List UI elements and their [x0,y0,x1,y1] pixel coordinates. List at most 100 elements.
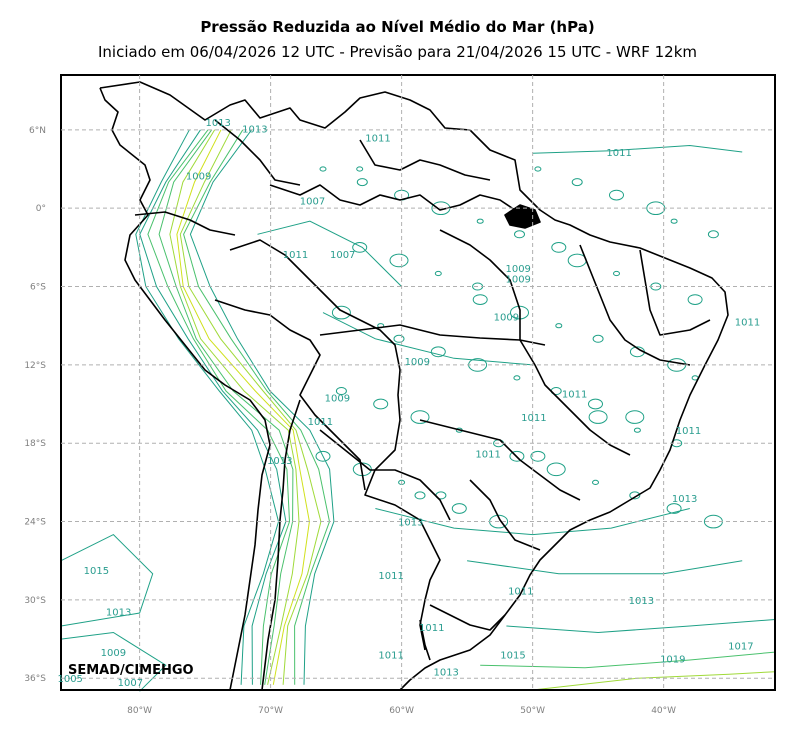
border-guianas [359,139,491,181]
credit-label: SEMAD/CIMEHGO [68,663,194,678]
border-ecuador-colombia [134,211,236,236]
lat-tick-label: 24°S [24,518,46,528]
isobar-cell [451,503,467,514]
lon-tick-label: 70°W [258,706,283,716]
isobar-cell [373,398,389,410]
isobar-cell [666,503,682,514]
lon-tick-label: 40°W [651,706,676,716]
border-brazil-states-5 [639,249,711,336]
isobar-line [60,533,154,627]
isobar-cell [513,375,521,381]
isobar-cell [687,294,703,306]
contour-label: 1009 [325,393,350,404]
contour-label: 1011 [365,134,390,145]
isobar-cell [592,334,604,343]
coastline-and-borders [99,81,729,691]
isobar-cell [571,178,583,187]
isobar-cell [319,166,327,172]
isobar-cell [514,230,525,239]
isobar-cell [509,450,525,462]
contour-label: 1013 [242,125,267,136]
border-brazil-states-3 [519,339,631,456]
graticule [61,75,775,690]
isobar-contours [60,129,776,692]
isobar-line [532,671,776,691]
isobar-cell [555,323,563,329]
isobar-line [532,144,743,154]
contour-label: 1017 [728,642,753,653]
andes-isobar [183,129,331,685]
lat-tick-label: 36°S [24,674,46,684]
border-venezuela [214,119,301,186]
isobar-cell [472,294,488,306]
border-bolivia-paraguay [319,429,451,521]
map-subtitle: Iniciado em 06/04/2026 12 UTC - Previsão… [97,43,698,61]
isobar-cell [534,166,542,172]
isobar-cell [352,242,368,253]
isobar-line [322,312,533,366]
border-peru-bolivia [214,299,366,491]
isobar-cell [567,253,587,268]
isobar-cell [430,346,446,358]
lat-tick-label: 12°S [24,361,46,371]
isobar-cell [356,166,364,172]
contour-label: 1005 [57,674,82,685]
lon-tick-label: 80°W [127,706,152,716]
border-brazil-states-1 [439,229,521,340]
border-brazil-west [229,239,441,651]
map-title: Pressão Reduzida ao Nível Médio do Mar (… [200,18,595,36]
marajo-island [504,204,541,229]
border-brazil-states-6 [419,419,581,501]
isobar-line [257,220,402,287]
isobar-cell [633,427,641,433]
map-frame [60,74,776,691]
contour-label: 1011 [475,450,500,461]
contour-label: 1007 [300,196,325,207]
isobar-cell [389,253,409,268]
isobar-cell [530,450,546,462]
andes-isobar [169,129,300,685]
border-brazil-states-7 [469,479,541,551]
contour-label: 1015 [500,651,525,662]
isobar-cell [335,387,347,395]
contour-label: 1011 [521,413,546,424]
andes-isobar [139,129,287,685]
isobar-cell [551,242,567,253]
andes-isobar [158,129,294,685]
andes-isobar [147,129,291,685]
contour-label: 1013 [106,608,131,619]
andes-isobar [176,129,310,685]
isobar-cell [410,410,430,424]
contour-label: 1011 [508,587,533,598]
contour-label: 1013 [205,118,230,129]
contour-label: 1011 [676,426,701,437]
isobar-cell [434,270,442,277]
border-brazil-states-4 [579,244,691,366]
contour-label: 1009 [505,275,530,286]
contour-label: 1011 [378,571,403,582]
contour-label: 1009 [505,264,530,275]
isobar-cell [546,462,566,477]
isobar-cell [629,491,641,500]
contour-label: 1011 [283,250,308,261]
isobar-cell [588,410,608,424]
lat-tick-label: 6°N [29,126,46,136]
contour-label: 1007 [330,250,355,261]
andes-isobar [189,129,335,685]
border-uruguay [429,604,506,631]
isobar-line [467,560,743,575]
contour-label: 1009 [494,313,519,324]
isobar-cell [414,491,426,500]
contour-label: 1011 [419,623,444,634]
continent-west-coast [99,87,271,691]
lon-tick-label: 60°W [389,706,414,716]
andes-isobar [179,129,322,685]
isobar-cell [356,178,368,187]
isobar-cell [707,230,719,239]
contour-label: 1013 [629,596,654,607]
lat-tick-label: 0° [36,204,46,214]
lat-tick-label: 30°S [24,596,46,606]
continent-outline [99,81,729,691]
isobar-cell [476,218,484,224]
